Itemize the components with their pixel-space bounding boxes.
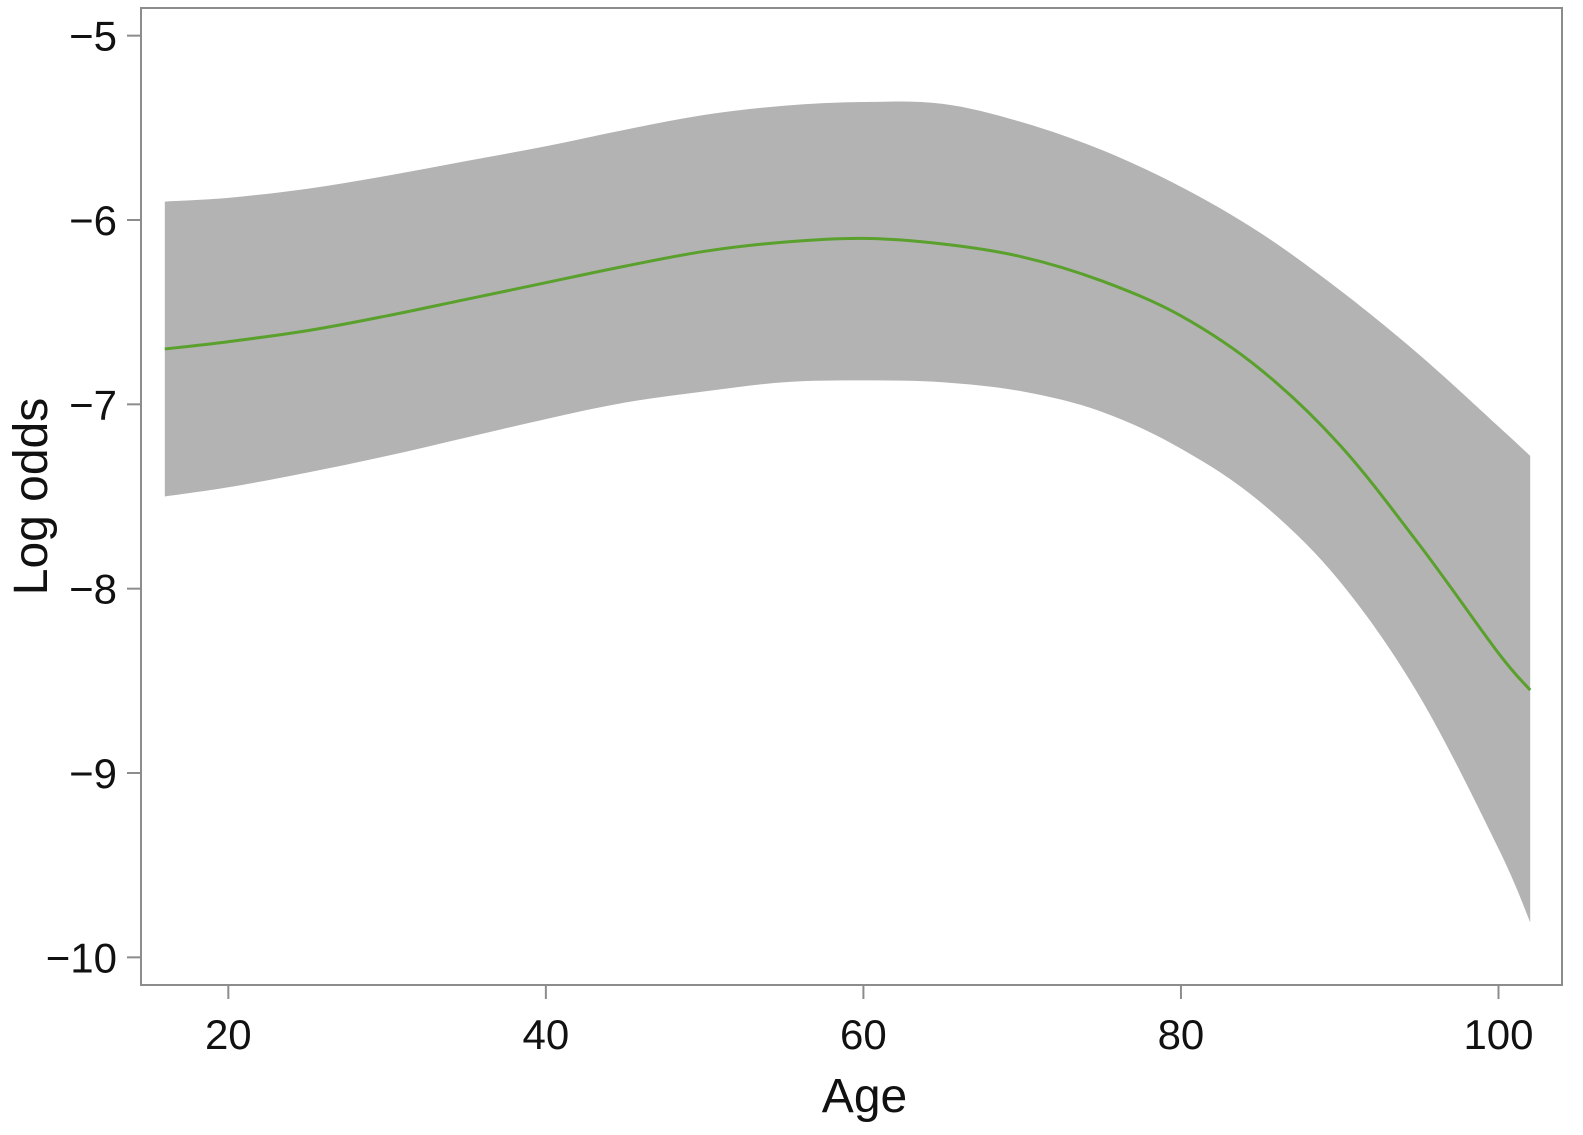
confidence-band	[164, 101, 1531, 923]
x-tick-label: 20	[205, 1011, 252, 1058]
y-tick-label: −8	[69, 566, 117, 613]
y-tick-label: −5	[69, 13, 117, 60]
x-tick-label: 80	[1158, 1011, 1205, 1058]
x-tick-label: 60	[840, 1011, 887, 1058]
y-tick-label: −10	[46, 934, 117, 981]
x-axis-title: Age	[822, 1070, 907, 1123]
estimate-line	[164, 236, 1532, 692]
y-tick-label: −6	[69, 197, 117, 244]
x-tick-label: 40	[523, 1011, 570, 1058]
x-axis: 20 40 60 80 100	[205, 985, 1534, 1058]
y-tick-label: −7	[69, 381, 117, 428]
y-axis-title: Log odds	[5, 398, 58, 596]
y-axis: −5 −6 −7 −8 −9 −10	[46, 13, 141, 981]
plot-frame	[140, 7, 1563, 986]
plot-area	[164, 101, 1532, 923]
y-tick-label: −9	[69, 750, 117, 797]
x-tick-label: 100	[1463, 1011, 1533, 1058]
